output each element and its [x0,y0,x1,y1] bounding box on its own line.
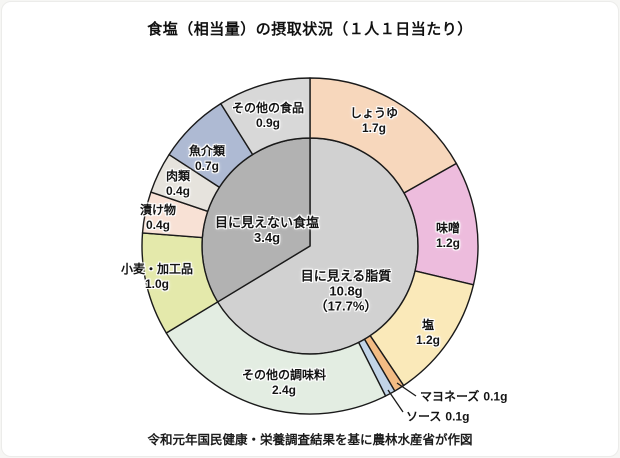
segment-value: 0.7g [194,159,220,173]
segment-pct: （17.7%） [314,298,378,314]
label-shoyu: しょうゆ 1.7g [350,106,398,136]
segment-value: 0.1g [483,389,508,404]
segment-value: 3.4g [253,230,281,245]
segment-value: 2.4g [271,383,297,397]
segment-name: 塩 [421,318,435,332]
segment-name: 肉類 [165,169,191,183]
label-seafood: 魚介類 0.7g [189,144,225,174]
segment-name: しょうゆ [349,106,399,120]
label-wheat-processed: 小麦・加工品 1.0g [121,262,193,292]
label-meat: 肉類 0.4g [166,169,190,199]
mayonnaise-leader-line [396,382,417,397]
segment-name: マヨネーズ [420,389,480,404]
slice-other-seasonings [165,301,387,415]
segment-name: 目に見えない食塩 [214,215,320,230]
segment-name: 目に見える脂質 [300,268,392,284]
segment-value: 0.9g [255,116,281,130]
slice-other-foods [220,77,311,156]
label-miso: 味噌 1.2g [436,221,460,251]
label-visible-fat: 目に見える脂質 10.8g （17.7%） [301,269,392,314]
segment-name: 漬け物 [139,203,177,217]
segment-value: 1.0g [144,277,170,291]
segment-name: ソース [406,409,442,424]
segment-value: 0.4g [145,218,171,232]
segment-value: 1.2g [415,333,441,347]
sauce-leader-line [387,389,404,413]
label-invisible-salt: 目に見えない食塩 3.4g [215,215,319,245]
label-mayonnaise: マヨネーズ 0.1g [420,390,507,405]
segment-name: 小麦・加工品 [120,262,194,276]
segment-name: その他の調味料 [241,368,327,382]
label-sauce: ソース 0.1g [406,410,469,425]
label-other-foods: その他の食品 0.9g [232,101,304,131]
segment-name: 魚介類 [188,144,226,158]
label-shio: 塩 1.2g [416,318,440,348]
segment-value: 1.7g [361,121,387,135]
chart-title: 食塩（相当量）の摂取状況（１人１日当たり） [147,21,473,38]
segment-value: 10.8g [329,283,363,299]
segment-value: 0.4g [165,184,191,198]
segment-name: その他の食品 [231,101,305,115]
source-caption: 令和元年国民健康・栄養調査結果を基に農林水産省が作図 [147,433,473,447]
segment-name: 味噌 [435,221,461,235]
segment-value: 1.2g [435,236,461,250]
label-pickles: 漬け物 0.4g [140,203,176,233]
label-other-seasonings: その他の調味料 2.4g [242,368,326,398]
segment-value: 0.1g [445,409,470,424]
